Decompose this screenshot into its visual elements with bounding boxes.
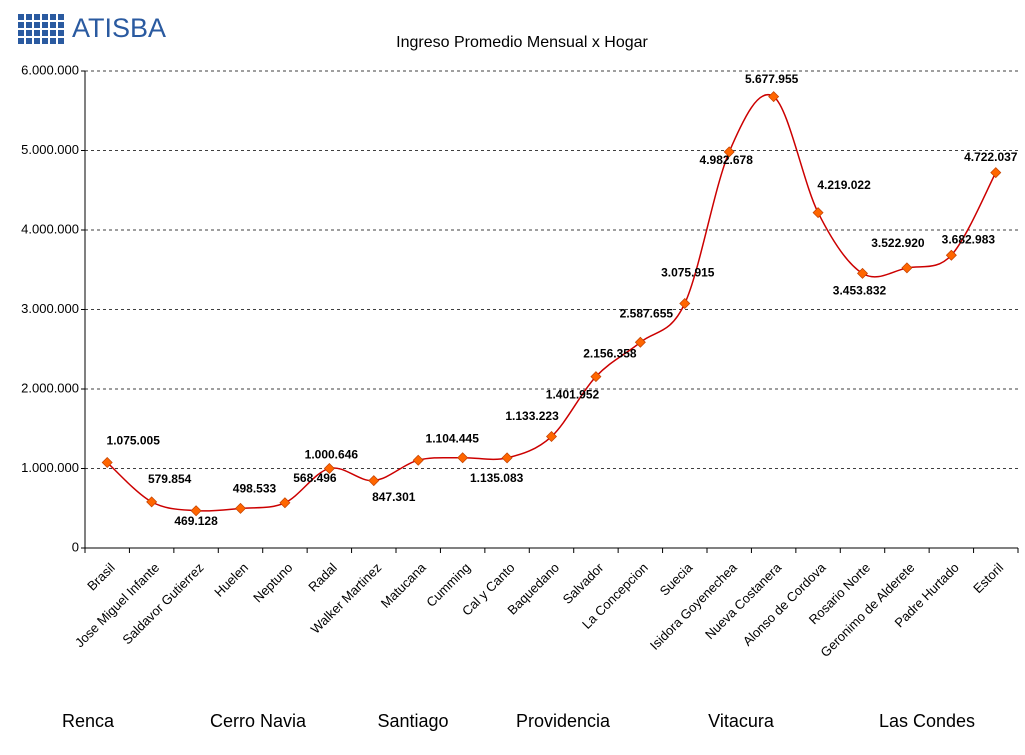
group-label: Renca bbox=[62, 711, 115, 731]
x-tick-label: Estoril bbox=[970, 560, 1006, 596]
data-label: 498.533 bbox=[233, 482, 277, 496]
data-label: 847.301 bbox=[372, 490, 416, 504]
data-point bbox=[368, 475, 380, 487]
data-point bbox=[812, 207, 824, 219]
data-label: 4.982.678 bbox=[700, 153, 754, 167]
data-point bbox=[101, 457, 113, 469]
data-label: 5.677.955 bbox=[745, 72, 799, 86]
data-point bbox=[190, 505, 202, 517]
x-tick-label: Matucana bbox=[378, 559, 430, 611]
x-tick-label: Alonso de Cordova bbox=[740, 559, 829, 648]
data-label: 4.219.022 bbox=[817, 178, 871, 192]
data-point bbox=[590, 371, 602, 383]
data-label: 1.104.445 bbox=[426, 431, 480, 445]
x-tick-label: Huelen bbox=[211, 560, 251, 600]
data-label: 1.000.646 bbox=[305, 448, 359, 462]
y-tick-label: 1.000.000 bbox=[21, 460, 79, 475]
data-label: 568.496 bbox=[293, 471, 337, 485]
x-tick-label: Saldavor Gutierrez bbox=[119, 560, 206, 647]
data-label: 3.682.983 bbox=[942, 232, 996, 246]
y-tick-label: 4.000.000 bbox=[21, 221, 79, 236]
data-label: 1.401.952 bbox=[546, 388, 600, 402]
data-point bbox=[768, 91, 780, 103]
logo-icon bbox=[18, 14, 64, 44]
logo-text: ATISBA bbox=[72, 13, 166, 43]
data-point bbox=[634, 336, 646, 348]
x-tick-label: Suecia bbox=[657, 559, 696, 598]
data-label: 2.587.655 bbox=[620, 306, 674, 320]
x-tick-label: Nueva Costanera bbox=[702, 559, 785, 642]
data-point bbox=[546, 431, 557, 443]
data-point bbox=[279, 497, 291, 509]
group-label: Vitacura bbox=[708, 711, 775, 731]
y-tick-label: 0 bbox=[72, 539, 79, 554]
data-label: 1.133.223 bbox=[505, 409, 559, 423]
data-point bbox=[723, 146, 735, 158]
group-label: Providencia bbox=[516, 711, 611, 731]
data-label: 3.522.920 bbox=[871, 236, 925, 250]
data-label: 4.722.037 bbox=[964, 150, 1018, 164]
data-point bbox=[901, 262, 913, 274]
y-tick-label: 5.000.000 bbox=[21, 142, 79, 157]
data-point bbox=[857, 267, 868, 279]
y-tick-label: 2.000.000 bbox=[21, 380, 79, 395]
data-line bbox=[106, 94, 997, 512]
x-tick-label: Brasil bbox=[84, 560, 118, 594]
data-point bbox=[945, 249, 957, 261]
chart-title: Ingreso Promedio Mensual x Hogar bbox=[396, 34, 648, 51]
data-point bbox=[146, 496, 158, 508]
y-tick-label: 3.000.000 bbox=[21, 301, 79, 316]
data-point bbox=[457, 452, 469, 464]
data-label: 3.453.832 bbox=[833, 284, 887, 298]
data-point bbox=[235, 502, 246, 514]
data-label: 1.135.083 bbox=[470, 471, 524, 485]
data-point bbox=[990, 167, 1002, 179]
group-label: Las Condes bbox=[879, 711, 975, 731]
data-label: 2.156.358 bbox=[583, 347, 637, 361]
data-label: 3.075.915 bbox=[661, 266, 715, 280]
data-point bbox=[679, 297, 691, 309]
data-point bbox=[412, 454, 424, 466]
data-point bbox=[501, 452, 513, 464]
x-tick-label: Radal bbox=[305, 560, 340, 595]
group-label: Santiago bbox=[377, 711, 448, 731]
data-label: 1.075.005 bbox=[107, 434, 161, 448]
x-tick-label: Jose Miguel Infante bbox=[72, 560, 162, 650]
x-tick-label: Neptuno bbox=[250, 560, 295, 605]
data-label: 469.128 bbox=[174, 514, 218, 528]
data-point bbox=[323, 462, 335, 474]
data-label: 579.854 bbox=[148, 472, 192, 486]
y-tick-label: 6.000.000 bbox=[21, 62, 79, 77]
group-label: Cerro Navia bbox=[210, 711, 307, 731]
